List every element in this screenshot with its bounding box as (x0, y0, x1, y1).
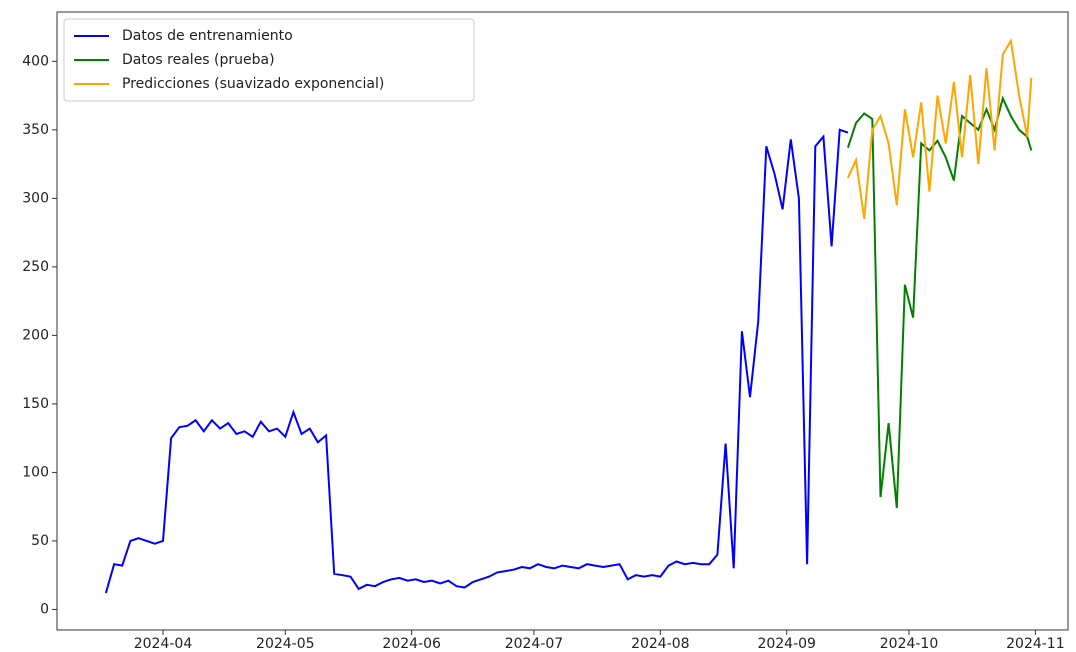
series-line (846, 95, 1033, 509)
x-tick-label: 2024-11 (1006, 636, 1065, 652)
y-tick-label: 350 (22, 122, 49, 138)
legend-label: Datos de entrenamiento (122, 28, 293, 44)
plot-frame (56, 11, 1069, 631)
x-tick-label: 2024-04 (134, 636, 193, 652)
y-tick-label: 250 (22, 259, 49, 275)
series-line (104, 128, 849, 594)
x-tick-label: 2024-08 (631, 636, 690, 652)
y-tick-label: 400 (22, 53, 49, 69)
legend-label: Datos reales (prueba) (122, 52, 275, 68)
legend-label: Predicciones (suavizado exponencial) (122, 76, 384, 92)
y-tick-label: 100 (22, 464, 49, 480)
x-tick-label: 2024-09 (757, 636, 816, 652)
y-tick-label: 300 (22, 190, 49, 206)
series-line (846, 37, 1033, 220)
y-tick-label: 50 (31, 533, 49, 549)
x-tick-label: 2024-10 (880, 636, 939, 652)
y-tick-label: 200 (22, 327, 49, 343)
x-tick-label: 2024-05 (256, 636, 315, 652)
y-tick-label: 0 (40, 601, 49, 617)
y-tick-label: 150 (22, 396, 49, 412)
x-tick-label: 2024-06 (382, 636, 441, 652)
x-tick-label: 2024-07 (505, 636, 564, 652)
legend-box (63, 18, 475, 102)
